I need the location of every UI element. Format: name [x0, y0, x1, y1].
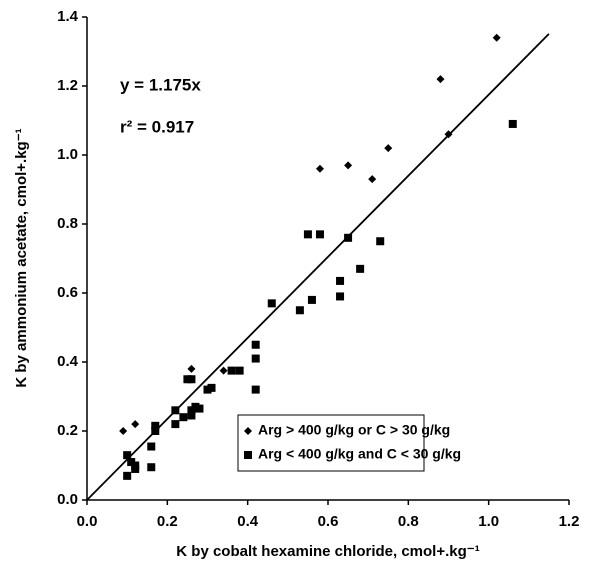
- y-axis-title: K by ammonium acetate, cmol+.kg⁻¹: [13, 128, 30, 387]
- point: [436, 75, 445, 84]
- point: [444, 130, 453, 139]
- annotation: r² = 0.917: [120, 117, 194, 136]
- point: [123, 451, 132, 460]
- point: [123, 471, 132, 480]
- x-tick-label: 0.4: [237, 513, 259, 530]
- trendline: [86, 33, 550, 501]
- x-tick-label: 0.2: [157, 513, 178, 530]
- legend-label: Arg < 400 g/kg and C < 30 g/kg: [258, 446, 461, 462]
- point: [315, 230, 324, 239]
- point: [151, 427, 160, 435]
- point: [303, 230, 312, 239]
- y-tick-label: 1.2: [57, 77, 78, 94]
- y-tick-label: 0.6: [57, 284, 78, 301]
- y-tick-label: 1.4: [57, 8, 79, 25]
- point: [492, 33, 501, 42]
- point: [235, 366, 244, 375]
- legend-marker: [244, 427, 252, 435]
- point: [315, 164, 324, 173]
- point: [119, 427, 128, 435]
- x-tick-label: 1.2: [559, 513, 580, 530]
- point: [147, 463, 156, 472]
- point: [227, 366, 236, 375]
- legend-box: [237, 414, 425, 472]
- point: [171, 406, 180, 415]
- point: [336, 292, 345, 301]
- point: [131, 461, 140, 470]
- annotation: y = 1.175x: [120, 75, 201, 94]
- point: [219, 366, 228, 375]
- point: [356, 264, 365, 273]
- point: [179, 413, 188, 422]
- point: [191, 402, 200, 411]
- point: [307, 295, 316, 304]
- point: [131, 420, 140, 429]
- y-tick-label: 0.4: [57, 353, 79, 370]
- point: [203, 385, 212, 394]
- point: [344, 233, 353, 242]
- x-tick-label: 0.6: [318, 513, 339, 530]
- x-axis-title: K by cobalt hexamine chloride, cmol+.kg⁻…: [176, 543, 479, 560]
- point: [251, 340, 260, 349]
- point: [127, 458, 136, 467]
- point: [147, 442, 156, 451]
- point: [376, 237, 385, 246]
- point: [344, 161, 353, 170]
- point: [295, 306, 304, 315]
- legend-label: Arg > 400 g/kg or C > 30 g/kg: [258, 422, 450, 438]
- point: [183, 375, 192, 384]
- point: [368, 175, 377, 184]
- x-tick-label: 0.8: [398, 513, 419, 530]
- point: [207, 383, 216, 392]
- legend-marker: [244, 451, 252, 459]
- point: [187, 375, 196, 384]
- y-tick-label: 0.2: [57, 422, 78, 439]
- point: [171, 420, 180, 429]
- point: [187, 364, 196, 373]
- y-tick-label: 0.0: [57, 491, 78, 508]
- point: [384, 144, 393, 153]
- point: [195, 404, 204, 413]
- point: [251, 354, 260, 363]
- point: [336, 276, 345, 285]
- x-tick-label: 0.0: [77, 513, 98, 530]
- point: [508, 119, 517, 128]
- point: [251, 385, 260, 394]
- point: [187, 411, 196, 420]
- x-tick-label: 1.0: [478, 513, 499, 530]
- y-tick-label: 0.8: [57, 215, 78, 232]
- y-tick-label: 1.0: [57, 146, 78, 163]
- point: [187, 406, 196, 415]
- point: [267, 299, 276, 308]
- point: [151, 421, 160, 430]
